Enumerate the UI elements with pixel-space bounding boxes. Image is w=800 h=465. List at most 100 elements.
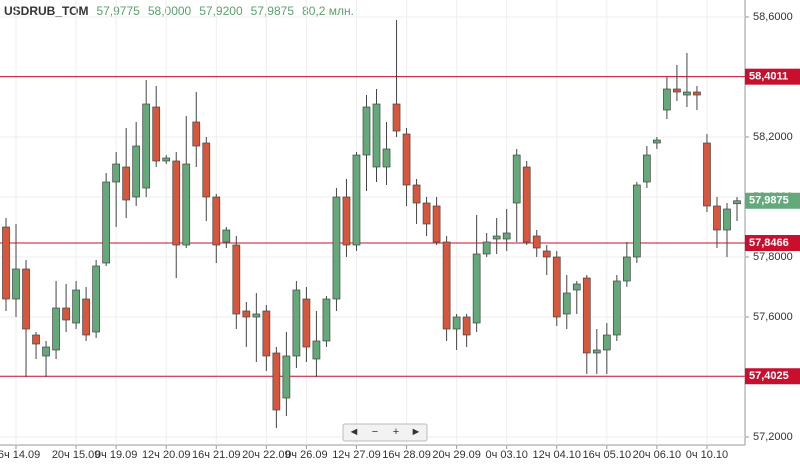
candle-body (172, 160, 181, 246)
candle-body (482, 241, 491, 255)
candle-body (262, 310, 271, 357)
y-tick-label: 57,6000 (753, 311, 793, 323)
candle-body (683, 91, 691, 96)
y-tick-label: 58,2000 (753, 131, 793, 143)
candle-body (663, 88, 671, 111)
candle-body (502, 232, 511, 240)
candle-body (92, 265, 100, 333)
candle-body (582, 277, 591, 354)
candle-body (673, 88, 681, 93)
candle-body (622, 256, 631, 282)
x-tick-label: 16ч 05.10 (583, 449, 632, 461)
candle-body (132, 145, 141, 198)
x-tick-label: 0ч 10.10 (686, 449, 728, 461)
candle-body (182, 163, 191, 246)
x-tick-label: 20ч 06.10 (633, 449, 682, 461)
candle-body (492, 235, 501, 240)
level-tag (745, 368, 800, 385)
candle-body (272, 352, 281, 411)
candle-body (462, 316, 471, 336)
candle-body (62, 307, 70, 321)
level-tag (745, 235, 800, 252)
candle-body (72, 289, 80, 324)
candle-body (82, 298, 90, 336)
x-tick-label: 16ч 21.09 (192, 449, 241, 461)
x-tick-label: 0ч 03.10 (485, 449, 527, 461)
header-value: 57,9775 (96, 4, 140, 18)
candle-body (332, 196, 341, 300)
candle-body (192, 121, 201, 147)
candle-body (102, 181, 110, 264)
candle-body (602, 334, 611, 351)
x-tick-label: 16ч 28.09 (382, 449, 431, 461)
candle-body (22, 268, 30, 330)
candle-body (232, 244, 241, 315)
ticker: USDRUB_TOM (4, 4, 88, 18)
candle-body (592, 349, 601, 354)
y-tick-label: 58,6000 (753, 11, 793, 23)
candle-body (733, 200, 741, 205)
header-value: 80,2 млн. (302, 4, 354, 18)
candle-body (152, 106, 161, 162)
nav-left[interactable]: ◄ (349, 426, 360, 438)
candle-body (202, 142, 211, 198)
candle-body (633, 184, 641, 258)
candle-body (572, 283, 581, 291)
nav-zoom-out[interactable]: − (372, 426, 378, 438)
candle-body (422, 202, 431, 225)
y-tick-label: 57,2000 (753, 431, 793, 443)
candle-body (222, 229, 231, 243)
candle-body (42, 346, 50, 357)
candle-body (322, 298, 331, 342)
x-tick-label: 12ч 27.09 (332, 449, 381, 461)
candle-body (713, 205, 721, 231)
candle-body (392, 103, 401, 132)
nav: ◄ − + ► (342, 423, 428, 442)
x-tick-label: 20ч 22.09 (242, 449, 291, 461)
level-label: 58,4011 (749, 71, 788, 83)
candle-body (212, 196, 221, 246)
price-tag (745, 192, 800, 209)
level-label: 57,4025 (749, 370, 789, 382)
header-value: 58,0000 (148, 4, 192, 18)
candle-body (162, 157, 171, 162)
x-tick-label: 20ч 15.09 (52, 449, 101, 461)
candle-body (142, 103, 151, 189)
candle-body (472, 253, 481, 324)
x-tick-label: 12ч 04.10 (532, 449, 581, 461)
candle-body (312, 340, 321, 360)
candle-body (282, 355, 291, 399)
nav-right[interactable]: ► (411, 426, 422, 438)
header-value: 57,9200 (199, 4, 243, 18)
candle-body (532, 235, 541, 249)
candle-body (452, 316, 461, 330)
nav-zoom-in[interactable]: + (393, 426, 399, 438)
candle-body (112, 163, 121, 183)
candle-body (52, 307, 60, 351)
nav-bar (342, 423, 428, 442)
candle-body (653, 139, 661, 144)
candle-body (372, 103, 381, 168)
y-tick-label: 57,8000 (753, 251, 793, 263)
candle-body (703, 142, 711, 207)
level-label: 57,8466 (749, 237, 789, 249)
candle-body (693, 91, 701, 96)
candle-body (562, 292, 571, 315)
candle-body (302, 298, 311, 348)
x-tick-label: 20ч 29.09 (432, 449, 481, 461)
candle-body (342, 196, 351, 246)
candle-body (612, 280, 621, 336)
candle-body (242, 310, 251, 318)
candle-body (412, 184, 421, 204)
x-tick-label: 12ч 20.09 (142, 449, 191, 461)
candle-body (12, 268, 20, 300)
candle-body (352, 154, 361, 246)
candle-body (522, 166, 531, 243)
candle-body (122, 166, 131, 201)
header-value: 57,9875 (251, 4, 295, 18)
candle-body (402, 133, 411, 186)
candle-body (362, 106, 371, 156)
candle-body (2, 226, 10, 300)
